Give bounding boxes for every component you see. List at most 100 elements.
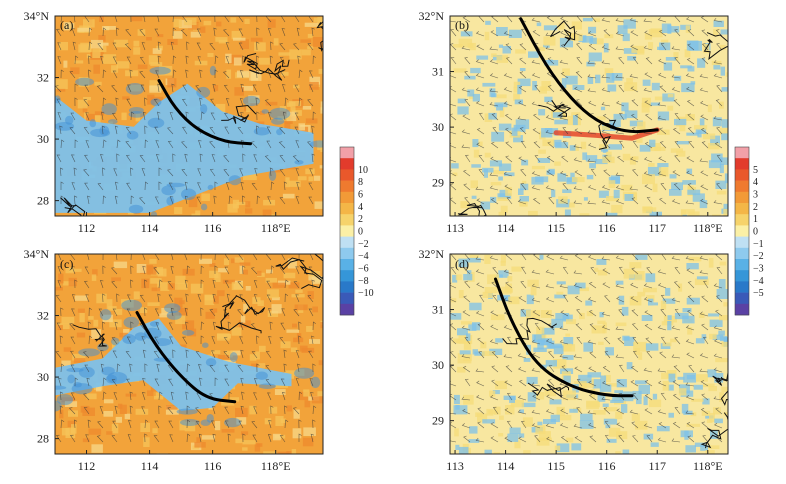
field-cell	[556, 291, 564, 295]
field-cell	[201, 435, 215, 440]
wind-barb	[685, 339, 695, 345]
wind-barb	[687, 309, 695, 317]
field-cell	[230, 17, 237, 23]
field-cell	[648, 163, 655, 167]
field-cell	[231, 30, 242, 40]
field-cell	[493, 452, 501, 454]
wind-barb	[573, 283, 583, 289]
wind-barb	[646, 267, 653, 275]
wind-barb	[505, 127, 513, 135]
field-cell	[482, 82, 496, 87]
field-cell	[641, 102, 650, 113]
wind-barb	[713, 325, 723, 331]
negative-core	[90, 128, 111, 138]
wind-barb	[85, 294, 90, 303]
wind-barb	[155, 322, 160, 331]
wind-barb	[647, 254, 653, 261]
field-cell	[651, 214, 660, 216]
wind-barb	[602, 282, 611, 289]
y-tick-label: 28	[37, 432, 49, 446]
wind-barb	[685, 86, 695, 93]
field-cell	[623, 19, 636, 29]
field-cell	[643, 287, 657, 293]
wind-barb	[631, 323, 639, 331]
wind-barb	[504, 184, 513, 191]
wind-barb	[699, 311, 709, 317]
wind-barb	[211, 350, 216, 359]
wind-barb	[84, 154, 90, 163]
wind-barb	[309, 84, 314, 93]
wind-barb	[212, 279, 216, 289]
wind-barb	[295, 294, 300, 303]
field-cell	[600, 375, 607, 385]
field-cell	[682, 180, 696, 185]
x-tick-label: 116	[204, 459, 222, 473]
field-cell	[533, 392, 545, 400]
wind-barb	[224, 406, 230, 415]
panel-c-label: (c)	[60, 257, 73, 271]
field-cell	[705, 450, 715, 454]
wind-barb	[238, 28, 244, 37]
field-cell	[649, 102, 660, 106]
wind-barb	[253, 392, 258, 401]
wind-barb	[113, 392, 118, 401]
field-cell	[68, 277, 77, 287]
wind-barb	[531, 101, 541, 107]
wind-barb	[657, 409, 667, 415]
field-cell	[549, 399, 562, 405]
wind-barb	[111, 336, 118, 345]
wind-barb	[450, 170, 457, 177]
field-cell	[718, 330, 725, 336]
field-cell	[605, 383, 618, 387]
field-cell	[504, 172, 515, 177]
field-cell	[217, 355, 230, 360]
field-cell	[558, 196, 568, 204]
wind-barb	[674, 113, 681, 121]
wind-barb	[69, 71, 76, 79]
wind-barb	[587, 255, 597, 261]
province-border	[502, 317, 557, 345]
wind-barb	[195, 351, 202, 359]
field-cell	[156, 34, 164, 38]
colorbar-swatch	[735, 281, 749, 293]
field-cell	[513, 135, 523, 143]
field-cell	[467, 89, 475, 97]
negative-core	[164, 303, 181, 313]
x-tick-label: 112	[78, 459, 96, 473]
wind-barb	[685, 200, 695, 205]
wind-barb	[209, 43, 216, 51]
wind-barb	[213, 195, 217, 205]
field-cell	[602, 328, 607, 334]
wind-barb	[114, 321, 118, 331]
colorbar-swatch	[735, 191, 749, 204]
wind-barb	[309, 378, 314, 387]
wind-barb	[503, 31, 513, 37]
field-cell	[607, 84, 617, 92]
field-cell	[662, 93, 675, 102]
field-cell	[708, 160, 722, 169]
wind-barb	[102, 97, 107, 107]
field-cell	[56, 88, 66, 92]
field-cell	[499, 415, 504, 420]
wind-barb	[475, 59, 485, 65]
field-cell	[99, 45, 107, 53]
wind-barb	[102, 167, 106, 177]
field-cell	[674, 75, 682, 81]
field-cell	[499, 189, 509, 198]
negative-core	[67, 374, 75, 384]
wind-barb	[643, 367, 653, 373]
wind-barb	[505, 141, 513, 149]
wind-barb	[615, 130, 625, 135]
field-cell	[455, 274, 462, 281]
field-cell	[719, 336, 727, 342]
field-cell	[581, 378, 594, 388]
field-cell	[470, 180, 478, 189]
wind-barb	[531, 73, 541, 79]
wind-barb	[490, 310, 499, 317]
field-cell	[614, 390, 623, 394]
field-cell	[713, 64, 721, 70]
wind-barb	[546, 394, 555, 401]
wind-barb	[545, 269, 555, 275]
field-cell	[498, 211, 506, 216]
